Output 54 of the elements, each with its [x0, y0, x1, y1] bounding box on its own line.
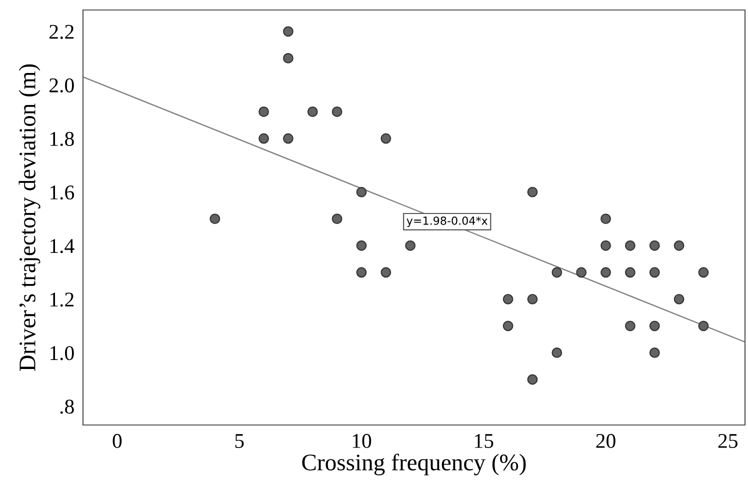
y-tick-label: 1.4: [50, 239, 74, 254]
point: [624, 320, 636, 332]
point: [600, 267, 611, 278]
point: [210, 214, 220, 224]
point: [356, 186, 367, 198]
point: [576, 267, 587, 278]
point: [674, 240, 684, 251]
point: [307, 106, 318, 117]
x-tick-label: 5: [235, 434, 244, 448]
point: [258, 133, 269, 144]
point: [552, 347, 562, 358]
point: [624, 240, 636, 251]
y-tick-label: 1.8: [50, 132, 74, 146]
point: [552, 267, 562, 278]
point: [674, 294, 684, 304]
point: [332, 106, 342, 117]
point: [356, 240, 367, 251]
y-tick-label: 1.2: [50, 292, 74, 307]
point: [527, 374, 538, 385]
y-tick-label: 1.0: [50, 346, 74, 360]
point: [282, 26, 294, 37]
y-tick-label: 2.2: [50, 24, 74, 39]
point: [282, 52, 294, 64]
point: [649, 320, 660, 332]
x-axis-title: Crossing frequency (%): [302, 454, 526, 476]
point: [405, 240, 416, 251]
point: [527, 294, 538, 304]
y-tick-label: 2.0: [50, 78, 74, 92]
point: [649, 347, 660, 358]
point: [380, 133, 392, 144]
point: [698, 267, 709, 278]
point: [649, 267, 660, 278]
annotation: y=1.98-0.04*x: [406, 216, 488, 228]
point: [380, 267, 392, 278]
point: [332, 214, 342, 224]
y-tick-label: .8: [60, 400, 74, 414]
y-axis-title: Driver’s trajectory deviation (m): [18, 64, 40, 372]
point: [600, 214, 611, 224]
x-tick-label: 20: [596, 434, 616, 448]
x-tick-label: 0: [112, 434, 122, 448]
x-tick-label: 25: [718, 434, 738, 448]
point: [502, 320, 514, 332]
point: [356, 267, 367, 278]
point: [502, 294, 514, 304]
point: [527, 186, 538, 198]
point: [698, 320, 709, 332]
point: [282, 133, 294, 144]
point: [624, 267, 636, 278]
point: [258, 106, 269, 117]
y-tick-label: 1.6: [50, 185, 74, 200]
point: [600, 240, 611, 251]
point: [649, 240, 660, 251]
x-tick-label: 15: [475, 434, 494, 448]
x-tick-label: 10: [352, 434, 372, 448]
